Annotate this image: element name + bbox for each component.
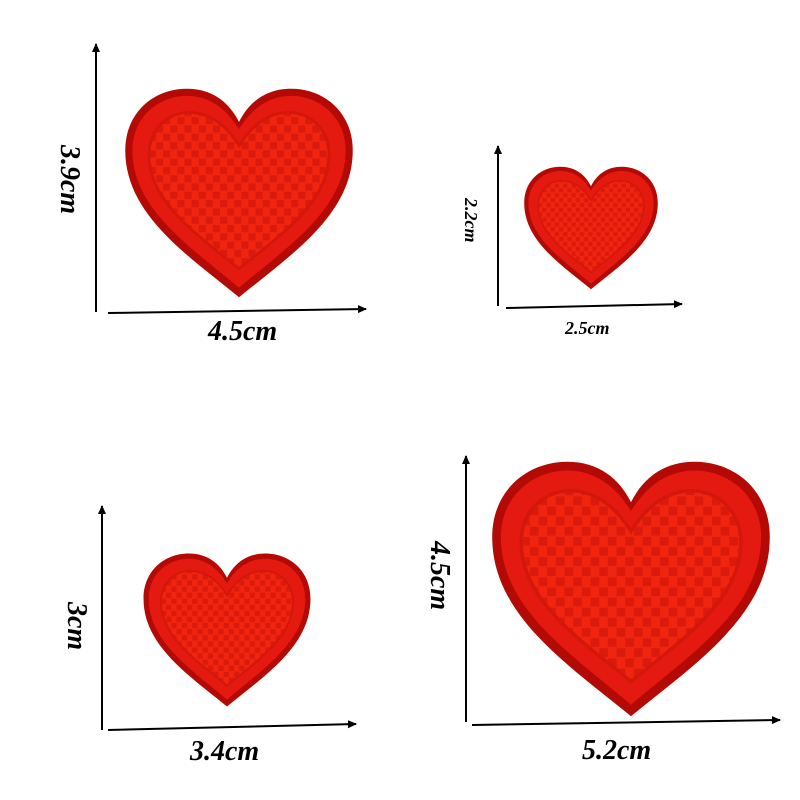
width-label: 2.5cm (565, 318, 610, 338)
height-label: 3.9cm (54, 145, 85, 215)
width-arrow (107, 720, 357, 731)
height-label: 4.5cm (424, 541, 455, 611)
height-label: 2.2cm (461, 198, 481, 243)
height-label: 3cm (61, 602, 92, 651)
heart-patch-medium (142, 552, 312, 708)
width-arrow (107, 305, 367, 314)
width-label: 4.5cm (208, 316, 278, 347)
heart-patch-extra-large (490, 459, 772, 719)
width-label: 3.4cm (190, 736, 260, 767)
heart-patch-small (523, 165, 659, 291)
width-arrow (471, 716, 781, 726)
width-arrow (505, 300, 683, 309)
heart-patch-large (123, 87, 355, 299)
width-label: 5.2cm (582, 735, 652, 766)
